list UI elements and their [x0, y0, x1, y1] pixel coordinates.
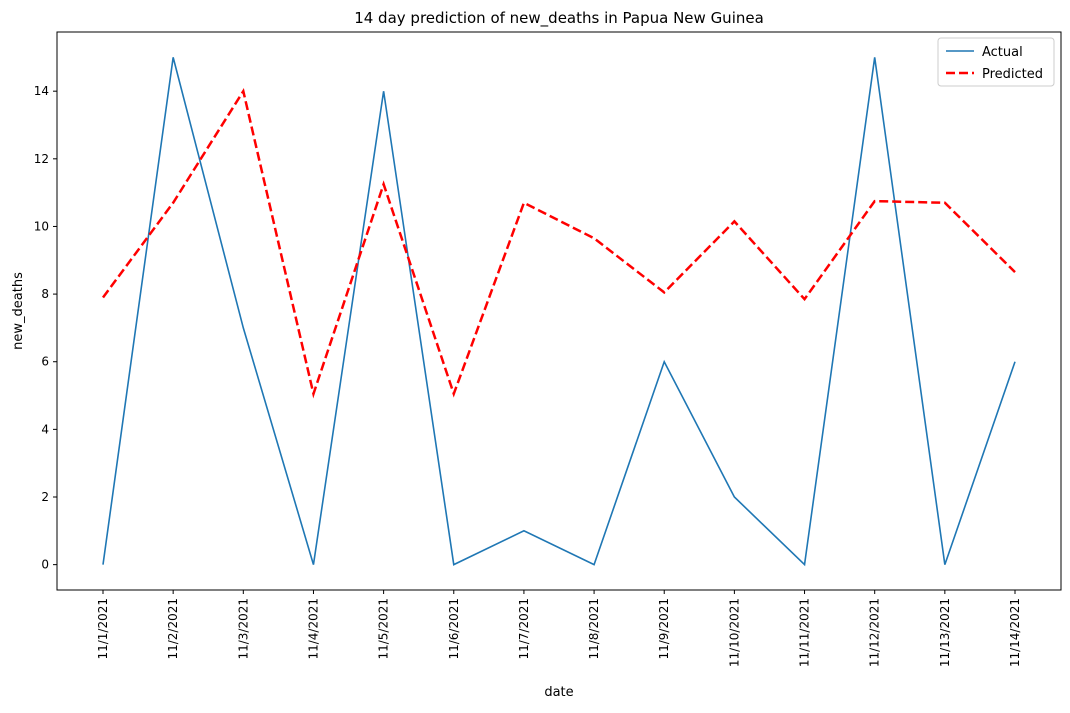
x-tick-label: 11/3/2021 [236, 598, 250, 660]
x-tick-label: 11/6/2021 [447, 598, 461, 660]
y-axis-ticks: 0 2 4 6 8 10 12 14 [34, 84, 57, 571]
legend: Actual Predicted [938, 38, 1054, 86]
series-layer [103, 57, 1015, 564]
y-tick-label: 6 [41, 355, 49, 369]
x-tick-label: 11/4/2021 [306, 598, 320, 660]
x-tick-label: 11/5/2021 [377, 598, 391, 660]
y-tick-label: 14 [34, 84, 49, 98]
legend-label-actual: Actual [982, 45, 1023, 60]
x-tick-label: 11/12/2021 [868, 598, 882, 667]
y-tick-label: 8 [41, 287, 49, 301]
legend-label-predicted: Predicted [982, 67, 1043, 82]
x-tick-label: 11/13/2021 [938, 598, 952, 667]
y-axis-label: new_deaths [11, 272, 26, 350]
x-tick-label: 11/11/2021 [798, 598, 812, 667]
x-tick-label: 11/14/2021 [1008, 598, 1022, 667]
x-tick-label: 11/10/2021 [727, 598, 741, 667]
chart-title: 14 day prediction of new_deaths in Papua… [354, 9, 764, 28]
y-tick-label: 0 [41, 558, 49, 572]
x-tick-label: 11/2/2021 [166, 598, 180, 660]
y-tick-label: 4 [41, 422, 49, 436]
x-axis-ticks: 11/1/2021 11/2/2021 11/3/2021 11/4/2021 11/5… [96, 590, 1022, 667]
y-tick-label: 10 [34, 219, 49, 233]
x-tick-label: 11/7/2021 [517, 598, 531, 660]
x-tick-label: 11/9/2021 [657, 598, 671, 660]
x-tick-label: 11/8/2021 [587, 598, 601, 660]
x-tick-label: 11/1/2021 [96, 598, 110, 660]
y-tick-label: 2 [41, 490, 49, 504]
series-line-actual [103, 57, 1015, 564]
x-axis-label: date [544, 685, 573, 700]
y-tick-label: 12 [34, 152, 49, 166]
series-line-predicted [103, 91, 1015, 394]
